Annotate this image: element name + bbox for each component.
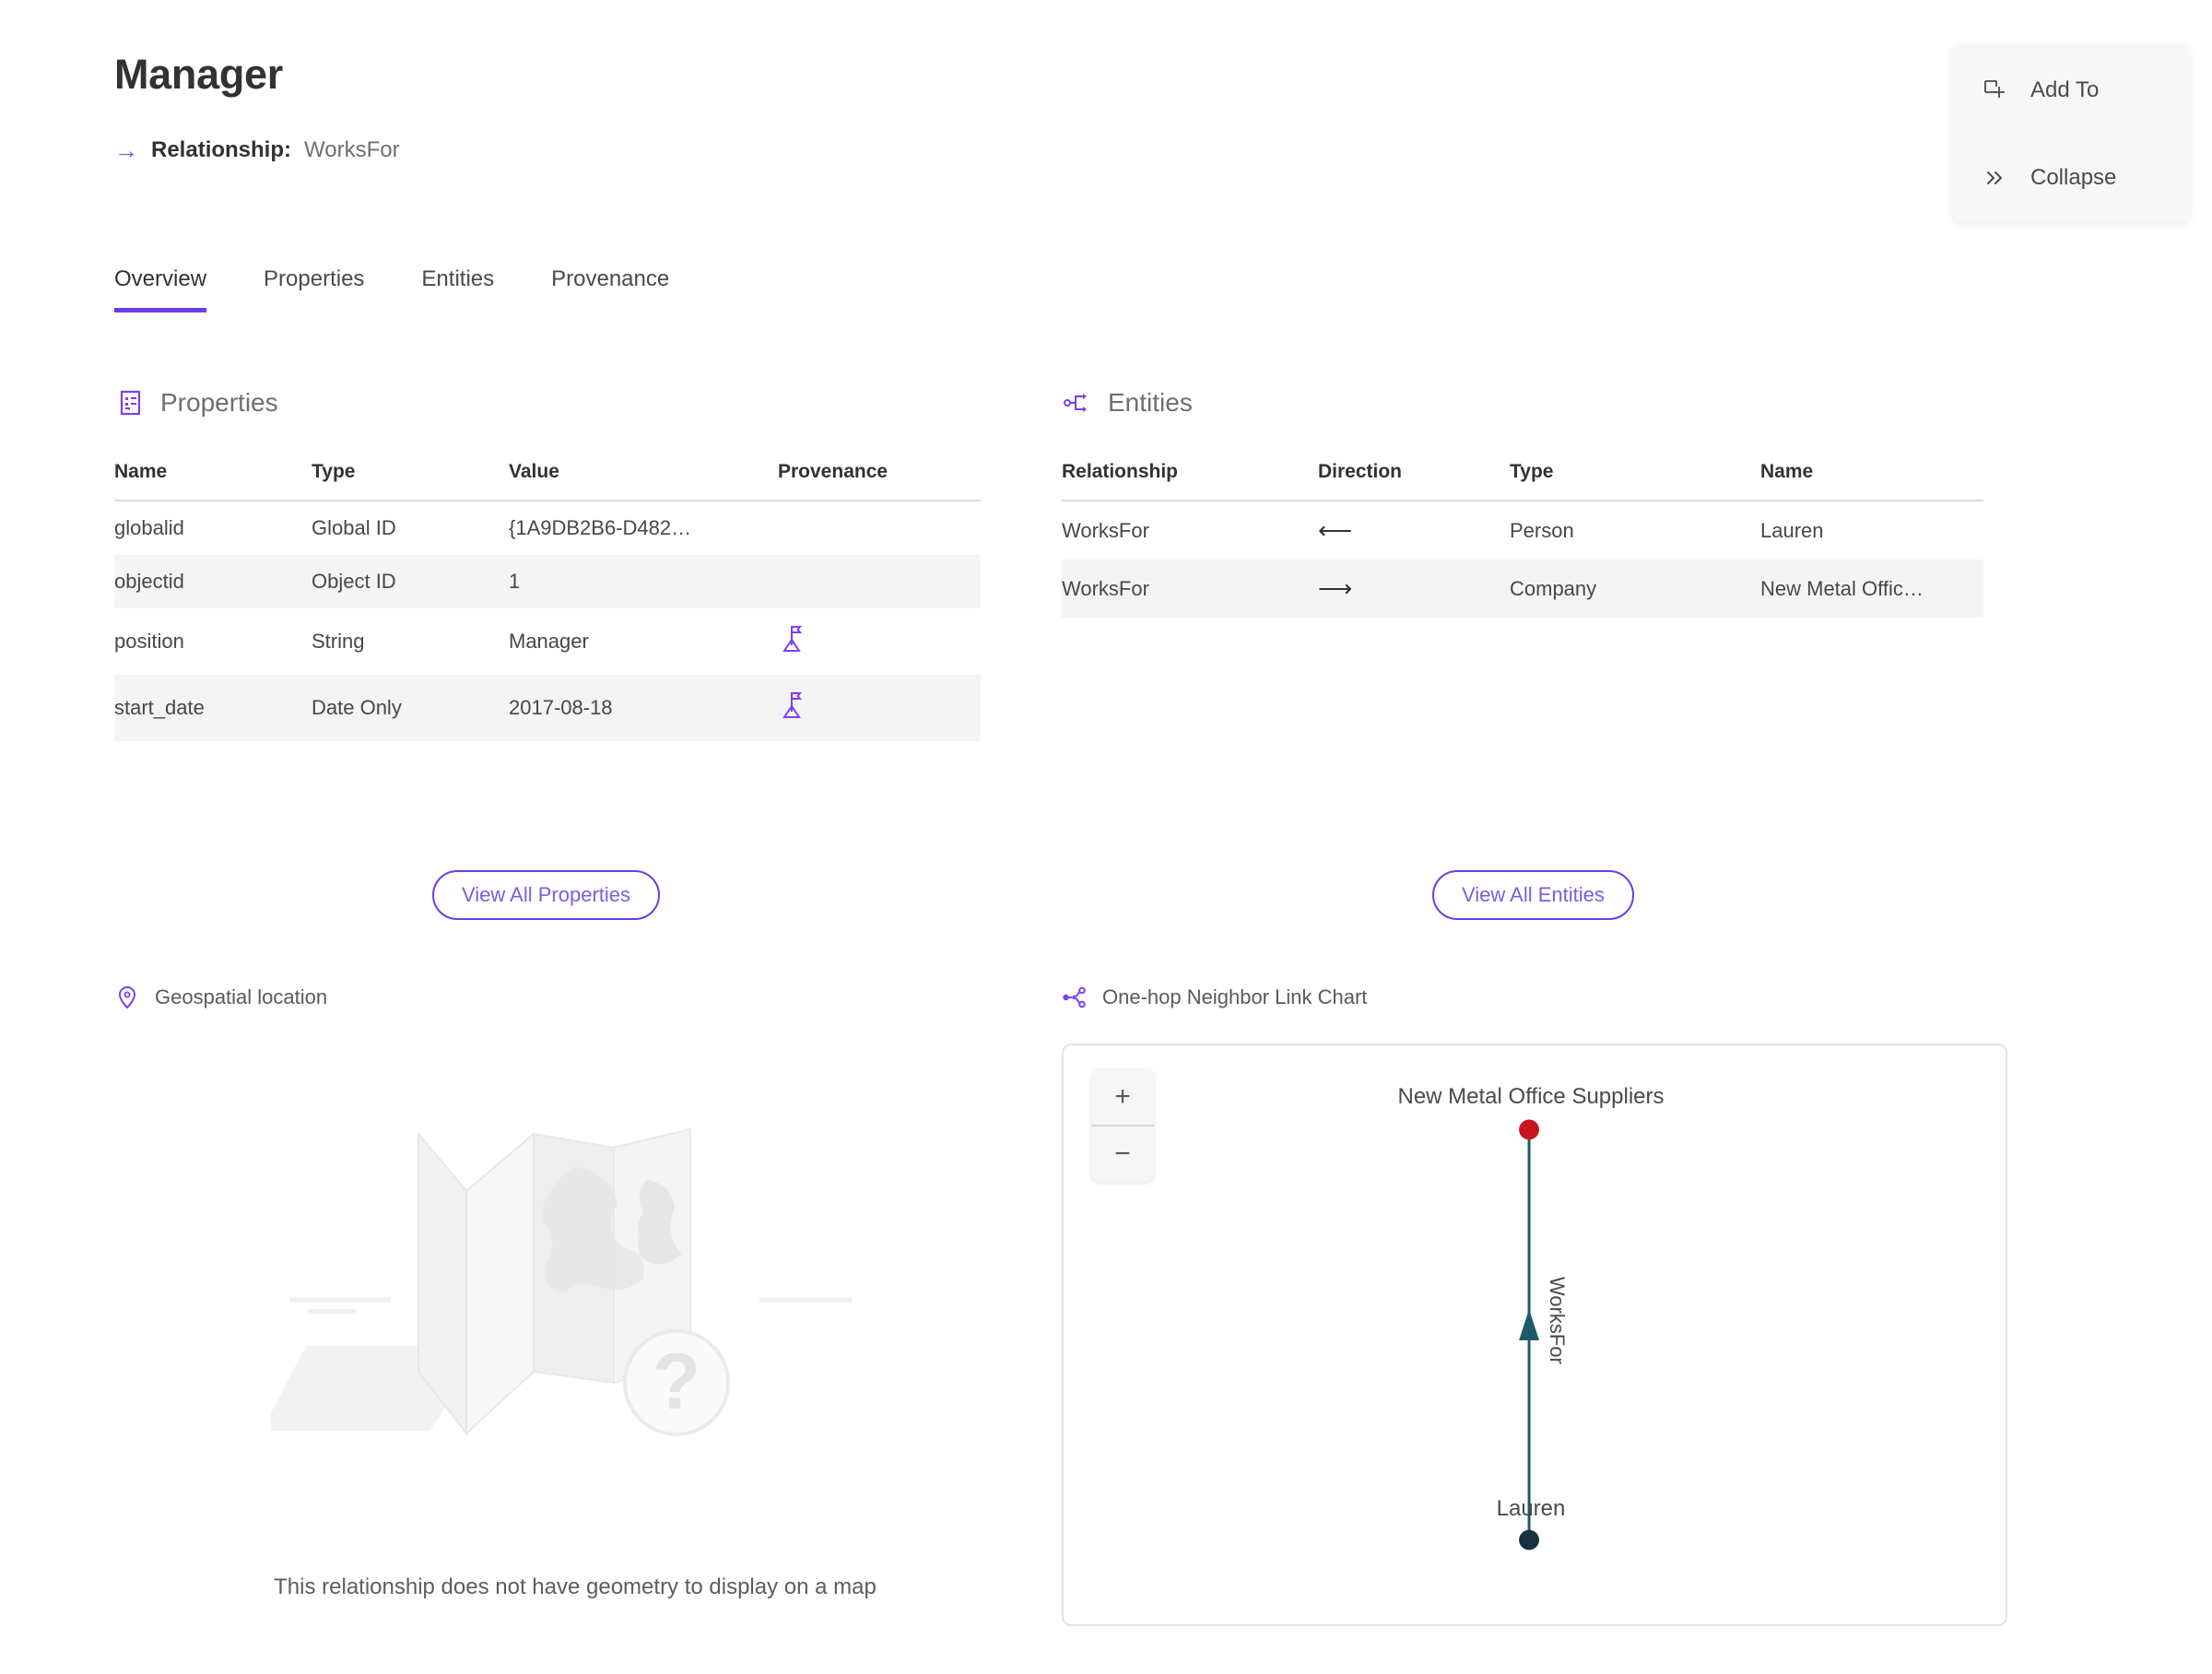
graph-nodes-icon — [1062, 387, 1093, 418]
table-row[interactable]: position String Manager — [114, 608, 981, 675]
col-value: Value — [509, 461, 778, 501]
col-name: Name — [114, 461, 312, 501]
entity-direction-arrow-left-icon: ⟵ — [1318, 516, 1352, 544]
zoom-in-button[interactable]: + — [1114, 1081, 1131, 1112]
add-to-button[interactable]: Add To — [1953, 46, 2189, 134]
table-row[interactable]: WorksFor ⟵ Person Lauren — [1062, 501, 1983, 560]
add-to-label: Add To — [2030, 77, 2100, 102]
zoom-controls: + − — [1091, 1069, 1154, 1182]
page-title: Manager — [114, 51, 283, 98]
tab-bar: Overview Properties Entities Provenance — [114, 266, 726, 313]
col-type: Type — [1510, 461, 1760, 501]
add-to-icon — [1981, 77, 2008, 104]
relationship-subtitle: → Relationship: WorksFor — [114, 138, 400, 162]
svg-text:?: ? — [653, 1338, 701, 1426]
prop-provenance — [778, 675, 981, 741]
view-all-properties-button[interactable]: View All Properties — [432, 870, 661, 920]
col-relationship: Relationship — [1062, 461, 1318, 501]
relationship-label: Relationship: — [151, 137, 292, 162]
link-chart-section-title: One-hop Neighbor Link Chart — [1102, 985, 1368, 1008]
prop-value: 1 — [509, 555, 778, 608]
prop-name: start_date — [114, 675, 312, 741]
prop-value: 2017-08-18 — [509, 675, 778, 741]
properties-table: Name Type Value Provenance globalid Glob… — [114, 461, 981, 741]
prop-provenance — [778, 555, 981, 608]
flag-icon[interactable] — [778, 626, 806, 659]
entity-relationship: WorksFor — [1062, 560, 1318, 618]
folded-map-question-icon: ? — [262, 1079, 879, 1470]
action-menu-card: Add To Collapse — [1953, 46, 2189, 221]
table-row[interactable]: globalid Global ID {1A9DB2B6-D482… — [114, 501, 981, 555]
chevron-double-right-icon — [1981, 164, 2008, 192]
col-name: Name — [1760, 461, 1983, 501]
properties-table-header-row: Name Type Value Provenance — [114, 461, 981, 501]
tab-entities[interactable]: Entities — [421, 266, 495, 291]
link-chart-icon — [1062, 984, 1088, 1010]
prop-name: objectid — [114, 555, 312, 608]
link-chart-section-header: One-hop Neighbor Link Chart — [1062, 984, 1367, 1010]
prop-type: Date Only — [312, 675, 509, 741]
entity-relationship: WorksFor — [1062, 518, 1149, 542]
entity-direction-arrow-right-icon: ⟶ — [1318, 560, 1510, 618]
entity-name-link[interactable]: New Metal Offic… — [1760, 560, 1983, 618]
prop-type: String — [312, 630, 365, 653]
table-row[interactable]: objectid Object ID 1 — [114, 555, 981, 608]
entity-type: Person — [1510, 518, 1574, 542]
flag-icon[interactable] — [778, 692, 806, 725]
relationship-value: WorksFor — [304, 137, 400, 162]
link-chart-graph — [1519, 1119, 1539, 1550]
prop-provenance — [778, 608, 981, 675]
arrow-right-icon: → — [114, 136, 138, 164]
table-row[interactable]: WorksFor ⟶ Company New Metal Offic… — [1062, 560, 1983, 618]
prop-provenance — [778, 501, 981, 555]
prop-value: Manager — [509, 630, 589, 653]
col-provenance: Provenance — [778, 461, 981, 501]
entity-name-link[interactable]: Lauren — [1760, 518, 1824, 542]
geospatial-section-title: Geospatial location — [155, 985, 328, 1008]
map-pin-icon — [114, 984, 140, 1010]
collapse-button[interactable]: Collapse — [1953, 134, 2189, 221]
edge-label-worksfor: WorksFor — [1546, 1277, 1569, 1364]
prop-type: Global ID — [312, 516, 396, 539]
prop-type: Object ID — [312, 555, 509, 608]
table-row[interactable]: start_date Date Only 2017-08-18 — [114, 675, 981, 741]
tab-provenance[interactable]: Provenance — [551, 266, 670, 291]
properties-section-title: Properties — [160, 388, 278, 417]
geospatial-map-placeholder: ? This relationship does not have geomet… — [114, 1042, 1036, 1632]
prop-name: globalid — [114, 516, 184, 539]
document-list-icon — [114, 387, 146, 418]
node-label-person[interactable]: Lauren — [1496, 1496, 1566, 1521]
view-all-entities-button[interactable]: View All Entities — [1432, 870, 1634, 920]
entity-type: Company — [1510, 560, 1760, 618]
entities-section-title: Entities — [1108, 388, 1193, 417]
col-direction: Direction — [1318, 461, 1510, 501]
prop-value: {1A9DB2B6-D482… — [509, 516, 692, 539]
geospatial-section-header: Geospatial location — [114, 984, 327, 1010]
properties-section-header: Properties — [114, 387, 278, 418]
entities-table-header-row: Relationship Direction Type Name — [1062, 461, 1983, 501]
link-chart-canvas[interactable]: + − New Metal Office Suppliers Lauren Wo… — [1062, 1043, 2007, 1626]
collapse-label: Collapse — [2030, 164, 2117, 190]
col-type: Type — [312, 461, 509, 501]
geospatial-empty-message: This relationship does not have geometry… — [274, 1574, 877, 1599]
zoom-out-button[interactable]: − — [1091, 1125, 1154, 1182]
tab-overview[interactable]: Overview — [114, 266, 207, 313]
tab-properties[interactable]: Properties — [264, 266, 365, 291]
entities-section-header: Entities — [1062, 387, 1193, 418]
prop-name: position — [114, 630, 184, 653]
entities-table: Relationship Direction Type Name WorksFo… — [1062, 461, 1983, 618]
node-label-company[interactable]: New Metal Office Suppliers — [1397, 1084, 1665, 1109]
